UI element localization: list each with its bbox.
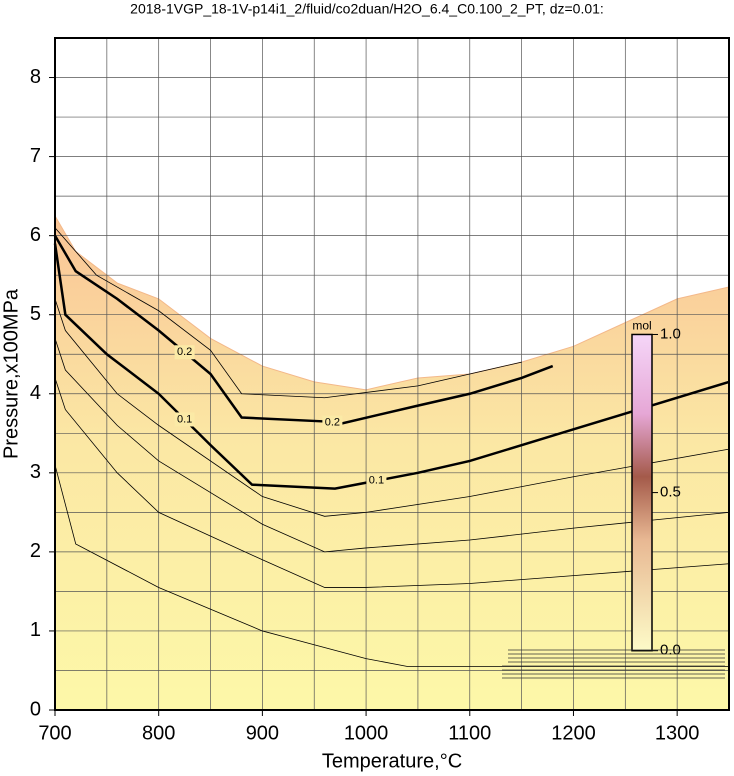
x-tick-label: 700	[38, 722, 71, 744]
contour-major	[53, 235, 554, 426]
fluid-region	[55, 215, 729, 710]
contour-label: 0.2	[177, 346, 192, 358]
y-tick-label: 0	[30, 698, 41, 720]
y-tick-label: 6	[30, 224, 41, 246]
contour-label-bg	[174, 345, 195, 360]
contour-label: 0.1	[369, 475, 384, 487]
contour-label-bg	[366, 473, 387, 488]
y-tick-label: 2	[30, 540, 41, 562]
stripes	[502, 649, 725, 679]
chart-title: 2018-1VGP_18-1V-p14i1_2/fluid/co2duan/H2…	[130, 1, 604, 17]
contour	[54, 298, 730, 517]
plot: 700 800 900 1000 1100 1200 1300 0 1 2 3 4 5 6 7 8 0.2 0.2…	[30, 37, 730, 744]
contour	[54, 377, 730, 588]
y-axis-label: Pressure,x100MPa	[0, 288, 22, 459]
x-tick-label: 1300	[655, 722, 700, 744]
x-tick-label: 1000	[344, 722, 389, 744]
y-tick-label: 1	[30, 619, 41, 641]
contour	[54, 338, 730, 553]
x-axis-label: Temperature,°C	[322, 750, 462, 772]
colorbar-tick-label: 0.5	[660, 484, 681, 501]
colorbar-tick-label: 1.0	[660, 325, 681, 342]
contour-major	[53, 243, 730, 490]
contour-label: 0.1	[177, 413, 192, 425]
contour	[54, 464, 729, 667]
x-tick-label: 1100	[448, 722, 491, 744]
x-tick-label: 800	[142, 722, 175, 744]
y-tick-label: 8	[30, 66, 41, 88]
y-tick-label: 4	[30, 382, 41, 404]
y-tick-label: 5	[30, 303, 41, 325]
y-tick-label: 3	[30, 461, 41, 483]
frame	[54, 37, 730, 711]
colorbar-label: mol	[632, 319, 651, 333]
contour-label-bg	[322, 415, 343, 430]
contour-label-bg	[174, 412, 195, 427]
contour-label: 0.2	[325, 417, 340, 429]
x-tick-label: 900	[246, 722, 279, 744]
contour	[54, 227, 522, 399]
y-tick-label: 7	[30, 145, 41, 167]
x-tick-label: 1200	[551, 722, 596, 744]
colorbar	[631, 333, 653, 652]
